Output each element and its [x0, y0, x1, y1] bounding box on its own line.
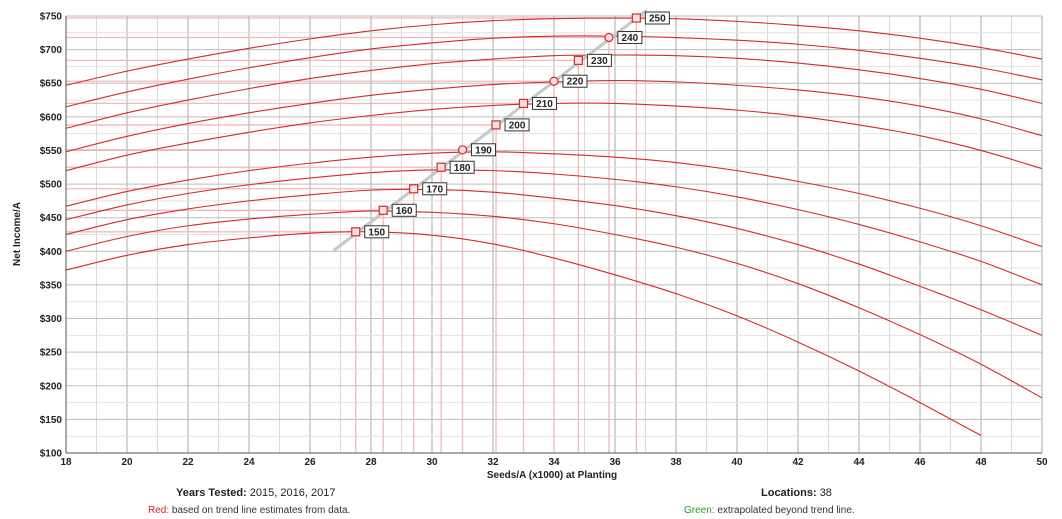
label-190: 190 [475, 145, 492, 156]
marker-230 [573, 55, 584, 65]
years-tested: Years Tested: 2015, 2016, 2017 [176, 487, 335, 499]
marker-180 [436, 162, 446, 172]
years-tested-value: 2015, 2016, 2017 [249, 487, 336, 499]
y-tick-200: $200 [40, 381, 63, 392]
income-curve-5 [65, 151, 1043, 248]
y-tick-300: $300 [40, 314, 63, 325]
income-curve-4 [65, 169, 1043, 286]
legend-green-text: extrapolated beyond trend line. [717, 505, 855, 516]
label-box-170 [422, 182, 448, 196]
label-box-200 [504, 118, 530, 132]
x-tick-18: 18 [60, 457, 72, 468]
legend-green: Green: extrapolated beyond trend line. [684, 505, 855, 516]
x-tick-36: 36 [609, 457, 621, 468]
label-250: 250 [649, 14, 666, 25]
years-tested-label: Years Tested: [176, 487, 247, 499]
income-curve-2 [65, 210, 1043, 399]
marker-190 [457, 145, 468, 155]
marker-200 [491, 120, 501, 130]
label-150: 150 [368, 227, 385, 238]
y-tick-350: $350 [40, 280, 63, 291]
income-curve-9 [65, 35, 1043, 108]
label-box-220 [562, 74, 588, 88]
marker-150 [351, 227, 361, 237]
locations-value: 38 [819, 487, 832, 499]
y-tick-100: $100 [40, 449, 63, 460]
label-240: 240 [622, 33, 639, 44]
x-axis-title: Seeds/A (x1000) at Planting [487, 470, 617, 480]
y-tick-700: $700 [40, 45, 63, 56]
label-box-150 [364, 225, 390, 239]
marker-240 [604, 32, 614, 43]
optimum-markers: 150 160 170 180 190 200 210 220 230 240 250 [351, 11, 670, 239]
x-tick-26: 26 [304, 457, 316, 468]
income-curve-10 [65, 17, 1043, 86]
net-income-chart: 150 160 170 180 190 200 210 220 230 240 250 18 20 22… [12, 9, 1048, 480]
y-axis-title: Net Income/A [12, 202, 23, 266]
label-box-180 [449, 160, 475, 174]
locations-label: Locations: [761, 487, 817, 499]
label-box-160 [391, 203, 417, 217]
income-curve-8 [65, 54, 1043, 129]
marker-220 [549, 76, 559, 86]
x-tick-42: 42 [792, 457, 804, 468]
y-tick-600: $600 [40, 112, 63, 123]
label-170: 170 [426, 184, 443, 195]
y-tick-400: $400 [40, 247, 63, 258]
marker-250 [631, 13, 641, 23]
x-tick-34: 34 [548, 457, 560, 468]
x-tick-22: 22 [182, 457, 194, 468]
label-160: 160 [396, 206, 413, 217]
x-tick-44: 44 [853, 457, 865, 468]
y-tick-550: $550 [40, 146, 63, 157]
legend-red: Red: based on trend line estimates from … [148, 505, 350, 516]
y-tick-250: $250 [40, 348, 63, 359]
guide-lines [66, 17, 637, 453]
label-220: 220 [567, 77, 584, 88]
label-230: 230 [591, 56, 608, 67]
legend-green-word: Green: [684, 505, 715, 516]
label-200: 200 [509, 120, 526, 131]
x-tick-24: 24 [243, 457, 255, 468]
y-tick-750: $750 [40, 12, 63, 23]
x-tick-40: 40 [731, 457, 743, 468]
y-tick-150: $150 [40, 415, 63, 426]
x-tick-46: 46 [914, 457, 926, 468]
y-tick-650: $650 [40, 79, 63, 90]
marker-160 [378, 205, 388, 215]
label-box-230 [586, 53, 612, 67]
legend-red-text: based on trend line estimates from data. [171, 505, 351, 516]
y-tick-450: $450 [40, 213, 63, 224]
x-tick-48: 48 [975, 457, 987, 468]
x-tick-50: 50 [1036, 457, 1048, 468]
axes: 18 20 22 24 26 28 30 32 34 36 38 40 42 44 46 48 50 $100 $1… [40, 12, 1048, 469]
label-box-250 [644, 11, 670, 25]
y-tick-500: $500 [40, 180, 63, 191]
label-box-190 [471, 143, 496, 157]
label-box-240 [617, 31, 643, 45]
x-tick-38: 38 [670, 457, 682, 468]
x-tick-30: 30 [426, 457, 438, 468]
marker-170 [409, 184, 419, 194]
label-180: 180 [454, 163, 471, 174]
locations: Locations: 38 [761, 487, 832, 499]
legend-red-word: Red: [148, 505, 170, 516]
x-tick-28: 28 [365, 457, 377, 468]
label-210: 210 [536, 99, 553, 110]
marker-210 [518, 98, 529, 109]
x-tick-32: 32 [487, 457, 499, 468]
income-curve-3 [65, 188, 1043, 336]
x-tick-20: 20 [121, 457, 133, 468]
label-box-210 [532, 96, 557, 110]
income-curve-1 [65, 231, 982, 437]
